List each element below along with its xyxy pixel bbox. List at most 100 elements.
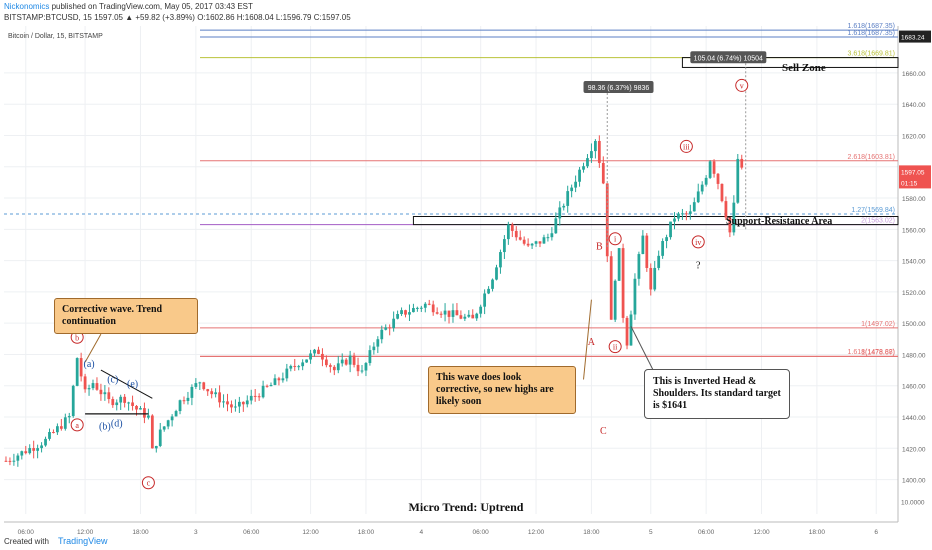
candle-body — [601, 162, 605, 184]
y-tick-label: 1620.00 — [902, 133, 926, 140]
candle-body — [653, 267, 657, 290]
sell-zone-box — [681, 57, 899, 68]
x-tick-label: 3 — [194, 529, 198, 536]
fib-level-label: 2(1563.02) — [861, 218, 895, 225]
candle-body — [16, 455, 20, 461]
fib-level-label: 1.618(1687.35) — [848, 23, 895, 30]
wave-label: (c) — [107, 374, 118, 385]
candle-body — [91, 383, 95, 389]
candle-body — [435, 312, 439, 314]
candle-body — [277, 378, 281, 381]
measure-label: 105.04 (6.74%) 10504 — [694, 55, 763, 62]
candle-body — [594, 140, 597, 152]
wave-label-circle — [608, 232, 622, 246]
wave-label: B — [596, 242, 603, 253]
candle-body — [431, 304, 435, 313]
candle-body — [368, 350, 372, 364]
candle-body — [32, 448, 36, 451]
wave-label: iii — [683, 142, 690, 151]
wave-label: (b) — [99, 421, 111, 432]
candle-body — [447, 310, 451, 317]
y-tick-label: 1420.00 — [902, 446, 926, 453]
wave-label: (d) — [111, 418, 123, 429]
candle-body — [629, 314, 633, 346]
created-with-text: Created with — [4, 537, 49, 546]
candle-body — [202, 382, 206, 390]
wave-label: a — [75, 421, 79, 430]
candle-body — [657, 255, 661, 268]
x-tick-label: 06:00 — [18, 529, 35, 536]
candle-body — [479, 306, 483, 314]
publish-line: Nickonomics published on TradingView.com… — [4, 1, 253, 12]
candle-body — [665, 237, 668, 242]
candle-body — [222, 401, 225, 403]
candle-body — [455, 310, 459, 316]
candle-body — [396, 314, 399, 319]
candle-body — [400, 310, 403, 315]
candle-body — [158, 429, 162, 446]
fib-level-label: 1(1478.67) — [861, 350, 895, 357]
candle-body — [736, 158, 740, 203]
candle-body — [364, 363, 368, 371]
wave-label-circle — [679, 139, 693, 153]
tradingview-logo-link[interactable]: TradingView — [58, 536, 108, 546]
candle-body — [150, 415, 154, 449]
candle-body — [166, 420, 170, 427]
candle-body — [135, 405, 138, 410]
fib-level-label: 1.618(1687.35) — [848, 30, 895, 37]
candle-body — [99, 389, 103, 395]
wave-label: c — [147, 479, 151, 488]
candle-body — [12, 460, 16, 462]
candle-body — [111, 399, 115, 406]
candle-body — [317, 349, 320, 354]
author-link[interactable]: Nickonomics — [4, 2, 50, 11]
candle-body — [673, 218, 676, 222]
callout-pointer — [630, 326, 656, 374]
candle-body — [52, 432, 55, 434]
y-tick-label: 1560.00 — [902, 227, 926, 234]
candle-body — [115, 402, 119, 406]
candle-body — [380, 329, 384, 340]
candle-body — [24, 451, 28, 454]
candle-body — [562, 205, 566, 208]
candle-body — [609, 256, 613, 320]
price-tag-label: 1683.24 — [901, 35, 925, 42]
candle-body — [412, 308, 415, 313]
measure-box — [583, 81, 654, 93]
candle-body — [178, 400, 182, 412]
candle-body — [59, 426, 63, 429]
y-tick-label: 1480.00 — [902, 352, 926, 359]
candle-body — [526, 243, 530, 246]
candle-body — [40, 445, 43, 449]
candle-body — [281, 378, 285, 381]
candle-body — [344, 359, 348, 365]
x-tick-label: 18:00 — [809, 529, 826, 536]
price-tag-label: 1597.05 — [901, 169, 925, 176]
x-tick-label: 06:00 — [698, 529, 715, 536]
callout-wave-corrective: This wave does look corrective, so new h… — [428, 366, 576, 414]
candle-body — [404, 310, 407, 315]
candle-body — [566, 191, 570, 206]
candle-body — [467, 314, 471, 317]
price-tag-label: 01:15 — [901, 180, 918, 187]
candle-body — [332, 366, 336, 371]
candle-body — [443, 310, 447, 315]
footer-bar: Created with TradingView — [0, 534, 932, 550]
candle-body — [56, 426, 59, 433]
triangle-upper-line — [100, 369, 153, 399]
candle-body — [210, 391, 214, 395]
candle-body — [483, 293, 487, 307]
candle-body — [325, 359, 328, 366]
candle-body — [681, 213, 684, 215]
candle-body — [692, 202, 696, 212]
candle-body — [218, 392, 221, 403]
candle-body — [297, 366, 301, 368]
callout-pointer — [583, 299, 592, 380]
candle-body — [578, 169, 581, 182]
publish-header: Nickonomics published on TradingView.com… — [0, 0, 932, 24]
callout-corrective-wave: Corrective wave. Trend continuation — [54, 298, 198, 334]
wave-label: C — [600, 426, 607, 437]
candle-body — [95, 383, 99, 390]
candle-body — [107, 392, 111, 400]
